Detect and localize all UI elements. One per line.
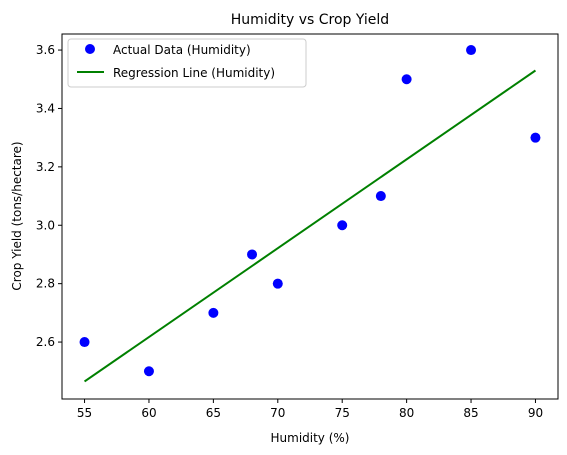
data-point — [375, 191, 386, 202]
data-point — [79, 337, 90, 348]
x-tick-label: 85 — [463, 406, 478, 420]
chart-title: Humidity vs Crop Yield — [231, 12, 389, 28]
y-tick-label: 3.6 — [36, 43, 55, 57]
y-tick-label: 3.4 — [36, 101, 55, 115]
x-tick-label: 55 — [77, 406, 92, 420]
x-axis-label: Humidity (%) — [271, 431, 350, 445]
legend-label-scatter: Actual Data (Humidity) — [113, 43, 251, 57]
y-tick-label: 3.0 — [36, 218, 55, 232]
legend-box — [67, 38, 307, 88]
legend-marker-scatter — [85, 44, 95, 54]
data-point — [401, 74, 412, 85]
data-point — [272, 278, 283, 289]
x-tick-label: 65 — [206, 406, 221, 420]
x-axis-ticks: 55 60 65 70 75 80 85 90 — [77, 399, 543, 420]
y-tick-label: 2.6 — [36, 335, 55, 349]
y-tick-label: 2.8 — [36, 277, 55, 291]
x-tick-label: 75 — [335, 406, 350, 420]
x-tick-label: 90 — [528, 406, 543, 420]
y-axis-ticks: 2.6 2.8 3.0 3.2 3.4 3.6 — [36, 43, 62, 349]
data-point — [247, 249, 258, 260]
y-axis-label: Crop Yield (tons/hectare) — [10, 141, 24, 290]
data-point — [208, 307, 219, 318]
data-point — [337, 220, 348, 231]
y-tick-label: 3.2 — [36, 160, 55, 174]
x-tick-label: 80 — [399, 406, 414, 420]
regression-line — [83, 69, 537, 383]
plot-marks — [79, 45, 541, 383]
legend: Actual Data (Humidity) Regression Line (… — [67, 38, 307, 88]
plot-frame — [61, 33, 559, 400]
data-point — [530, 132, 541, 143]
data-point — [466, 45, 477, 56]
x-tick-label: 60 — [141, 406, 156, 420]
x-tick-label: 70 — [270, 406, 285, 420]
legend-label-line: Regression Line (Humidity) — [113, 66, 275, 80]
data-point — [143, 366, 154, 377]
